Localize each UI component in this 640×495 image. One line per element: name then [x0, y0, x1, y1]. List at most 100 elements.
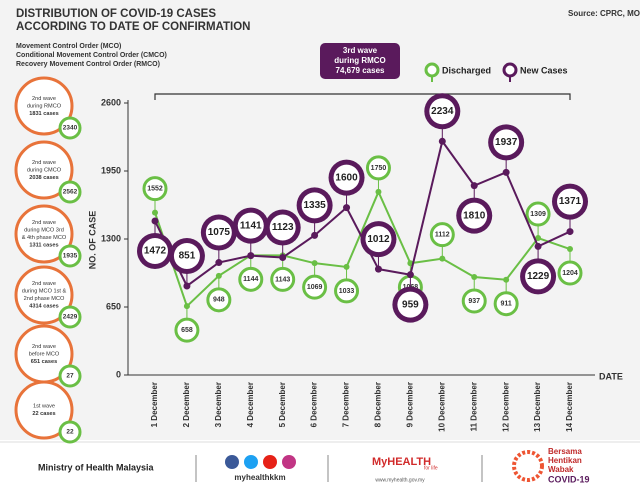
label-ring [429, 222, 455, 248]
label-ring [142, 176, 168, 202]
point [311, 260, 318, 267]
facebook-icon[interactable] [225, 455, 239, 469]
point [152, 209, 158, 216]
wave-badge [58, 364, 82, 388]
chart-title: DISTRIBUTION OF COVID-19 CASES ACCORDING… [16, 8, 251, 33]
youtube-icon[interactable] [263, 455, 277, 469]
twitter-icon[interactable] [244, 455, 258, 469]
data-label: 1309 [530, 211, 546, 218]
label-ring [557, 260, 583, 286]
wave-label: during RMCO [27, 103, 62, 109]
point [406, 271, 414, 279]
data-label: 1144 [243, 276, 258, 283]
campaign: COVID-19 [548, 474, 590, 484]
label-ring [365, 155, 391, 181]
wave-label: 2nd wave [32, 220, 56, 226]
data-label: 959 [402, 299, 419, 310]
label-ring [174, 317, 200, 343]
label-ring [270, 266, 296, 292]
label-inner [493, 129, 520, 156]
point [567, 246, 573, 253]
data-label: 948 [213, 297, 225, 304]
wave-label: during CMCO [27, 167, 62, 173]
label-inner [237, 212, 264, 239]
subtitle: Movement Control Order (MCO) [16, 43, 121, 50]
url: www.myhealth.gov.my [375, 477, 425, 483]
wave-label: 651 cases [31, 359, 57, 365]
wave-label: 2038 cases [29, 175, 59, 181]
ministry: Ministry of Health Malaysia [38, 462, 155, 472]
x-tick-label: 11 December [469, 382, 478, 431]
x-tick-label: 14 December [565, 382, 574, 432]
campaign-logo [512, 450, 544, 482]
x-tick-label: 3 December [214, 382, 223, 427]
x-axis-title: DATE [599, 371, 623, 381]
data-label: 1552 [147, 185, 163, 192]
wave-count: 2340 [63, 125, 78, 132]
wave-label: 2nd wave [32, 160, 56, 166]
point [215, 259, 223, 267]
wave-count: 2562 [63, 189, 78, 196]
point [535, 235, 542, 242]
x-tick-label: 9 December [405, 382, 414, 427]
campaign: Hentikan [548, 456, 582, 465]
label-ring [206, 287, 232, 313]
wave-label: 2nd wave [32, 344, 56, 350]
point [374, 265, 382, 273]
point [215, 272, 222, 279]
y-tick-label: 650 [106, 301, 121, 311]
x-tick-label: 7 December [342, 382, 351, 427]
label-inner [461, 202, 488, 229]
subtitle: Conditional Movement Control Order (CMCO… [16, 52, 167, 59]
point [183, 303, 190, 310]
wave-label: 4314 cases [29, 304, 59, 310]
wave-label: 2nd wave [32, 96, 56, 102]
data-label: 1810 [463, 210, 486, 221]
data-label: 1123 [272, 222, 294, 233]
wave-circle [14, 76, 74, 136]
wave-badge [58, 180, 82, 204]
point [534, 242, 542, 250]
data-label: 1012 [367, 234, 390, 245]
data-label: 1937 [495, 137, 518, 148]
point [502, 168, 510, 176]
wave-label: during MCO 3rd [24, 228, 64, 234]
wave-count: 2429 [63, 314, 78, 321]
annotation: 3rd wave [343, 46, 378, 55]
data-label: 1112 [435, 232, 450, 239]
wave-circle [14, 265, 74, 325]
x-tick-label: 2 December [182, 382, 191, 427]
series-line [154, 189, 571, 308]
instagram-icon[interactable] [282, 455, 296, 469]
label-ring [525, 201, 551, 227]
x-tick-label: 4 December [246, 382, 255, 427]
label-inner [429, 98, 456, 125]
y-tick-label: 2600 [101, 97, 121, 107]
data-label: 1750 [371, 165, 387, 172]
y-tick-label: 1950 [101, 165, 121, 175]
wave-label: 1311 cases [29, 243, 58, 249]
data-label: 911 [501, 301, 512, 308]
label-inner [365, 226, 392, 253]
point [247, 252, 255, 260]
label-inner [525, 263, 552, 290]
wave-label: 2nd wave [32, 281, 56, 287]
campaign: Bersama [548, 447, 582, 456]
y-tick-label: 0 [116, 369, 121, 379]
wave-label: before MCO [29, 351, 60, 357]
point [343, 263, 350, 270]
data-label: 1033 [339, 288, 355, 295]
data-label: 1229 [527, 271, 550, 282]
x-tick-label: 13 December [533, 382, 542, 432]
annotation: 74,679 cases [336, 66, 385, 75]
point [375, 188, 382, 195]
data-label: 851 [179, 251, 196, 262]
wave-label: & 4th phase MCO [22, 235, 67, 241]
point [183, 282, 191, 290]
label-ring [461, 288, 487, 314]
wave-count: 22 [66, 429, 74, 436]
subtitle: Recovery Movement Control Order (RMCO) [16, 61, 160, 68]
x-tick-label: 12 December [501, 382, 510, 432]
wave-circle [14, 204, 74, 264]
